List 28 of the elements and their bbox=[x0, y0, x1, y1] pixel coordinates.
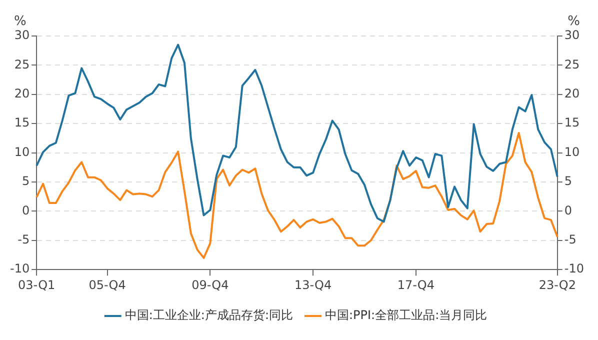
y2-tick-label: 25 bbox=[564, 57, 580, 72]
y-tick-label: 15 bbox=[14, 116, 30, 130]
x-tick-label: 13-Q4 bbox=[294, 278, 332, 292]
y2-axis-title: % bbox=[568, 14, 580, 29]
y2-tick-label: 20 bbox=[564, 86, 580, 101]
y-tick-label: 5 bbox=[22, 174, 30, 188]
y-axis-title: % bbox=[14, 14, 26, 29]
x-tick-label: 23-Q2 bbox=[538, 278, 576, 292]
y2-tick-label: 5 bbox=[564, 174, 572, 188]
x-tick-label: 05-Q4 bbox=[88, 278, 126, 292]
y-tick-label: 30 bbox=[14, 28, 30, 42]
y-tick-label: 0 bbox=[22, 203, 30, 218]
y-tick-label: 10 bbox=[14, 144, 30, 159]
legend-label: 中国:PPI:全部工业品:当月同比 bbox=[324, 308, 488, 322]
y-tick-label: 20 bbox=[14, 86, 30, 101]
y2-tick-label: 15 bbox=[564, 116, 580, 130]
y2-tick-label: 30 bbox=[564, 28, 580, 42]
legend-label: 中国:工业企业:产成品存货:同比 bbox=[124, 308, 294, 322]
x-tick-label: 09-Q4 bbox=[192, 278, 229, 292]
y2-tick-label: -5 bbox=[564, 232, 576, 247]
y-tick-label: 25 bbox=[14, 57, 30, 72]
y2-tick-label: -10 bbox=[564, 262, 584, 276]
y-tick-label: -5 bbox=[18, 232, 30, 247]
x-tick-label: 03-Q1 bbox=[18, 278, 56, 292]
y2-tick-label: 10 bbox=[564, 144, 580, 159]
y-tick-label: -10 bbox=[10, 262, 30, 276]
y2-tick-label: 0 bbox=[564, 203, 572, 218]
x-tick-label: 17-Q4 bbox=[397, 278, 435, 292]
